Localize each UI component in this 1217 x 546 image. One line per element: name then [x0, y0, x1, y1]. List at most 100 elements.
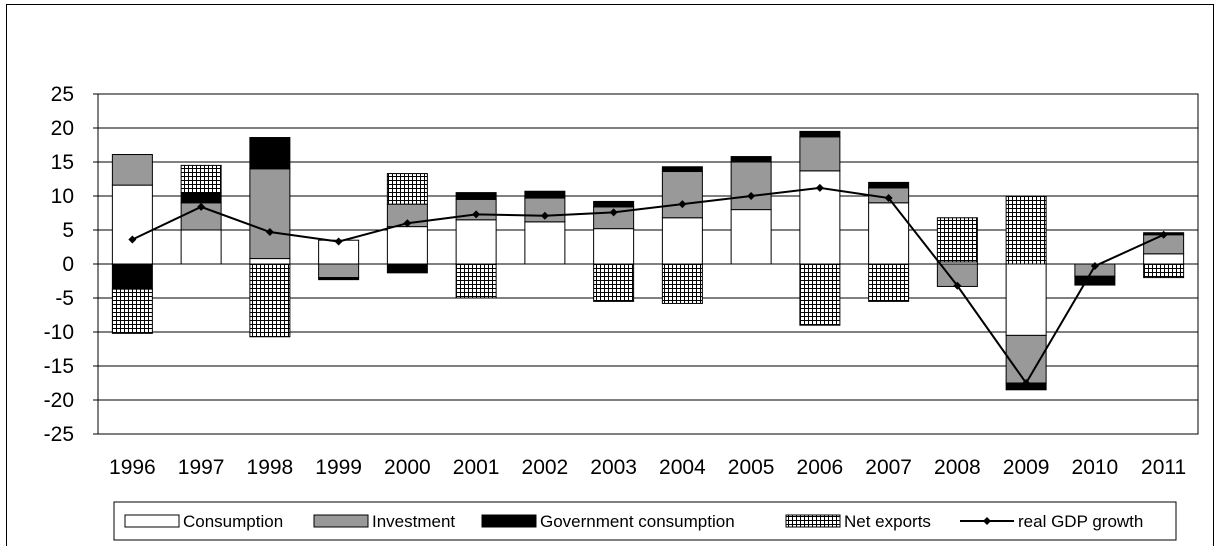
gdp-growth-point — [609, 208, 618, 217]
bar-government-consumption — [386, 263, 428, 274]
bar-government-consumption — [730, 156, 772, 163]
y-tick-label: 25 — [51, 83, 74, 106]
legend-swatch-government-consumption — [481, 514, 537, 528]
bar-government-consumption — [524, 190, 566, 199]
gdp-growth-point — [1159, 230, 1168, 239]
x-tick-label: 2002 — [522, 456, 569, 479]
bar-investment — [249, 168, 291, 260]
bar-government-consumption — [868, 181, 910, 189]
x-tick-label: 2000 — [384, 456, 431, 479]
axes: 25 20 15 10 5 0 -5 -10 -15 -20 -25 1996 1997 1998 1999… — [44, 83, 1199, 479]
bar-consumption — [1005, 263, 1047, 336]
bar-investment — [111, 154, 153, 186]
bar-government-consumption — [799, 130, 841, 138]
bar-consumption — [249, 258, 291, 265]
bar-government-consumption — [318, 277, 360, 281]
legend-label-investment: Investment — [372, 512, 455, 531]
bar-government-consumption — [593, 200, 635, 208]
legend-marker-real-gdp-growth — [983, 517, 991, 525]
bar-consumption — [455, 219, 497, 265]
bar-government-consumption — [111, 263, 153, 290]
legend-swatch-investment — [313, 514, 369, 528]
bar-government-consumption — [455, 192, 497, 200]
gdp-growth-line — [131, 186, 1165, 385]
bar-investment — [730, 161, 772, 211]
bar-net-exports — [661, 263, 703, 304]
bar-consumption — [386, 226, 428, 265]
bar-investment — [318, 263, 360, 279]
y-tick-label: 5 — [62, 219, 74, 242]
x-tick-label: 2010 — [1072, 456, 1119, 479]
y-tick-label: 20 — [51, 117, 74, 140]
bar-government-consumption — [661, 166, 703, 173]
gdp-growth-point — [540, 211, 549, 220]
y-tick-label: 15 — [51, 151, 74, 174]
legend-swatch-consumption — [124, 514, 180, 528]
x-tick-label: 1999 — [315, 456, 362, 479]
x-tick-label: 2008 — [934, 456, 981, 479]
bar-net-exports — [180, 164, 222, 194]
y-tick-label: -10 — [44, 321, 74, 344]
bar-government-consumption — [1074, 275, 1116, 286]
gdp-growth-point — [197, 202, 206, 211]
x-tick-label: 2007 — [865, 456, 912, 479]
bar-consumption — [1143, 253, 1185, 265]
y-tick-label: -20 — [44, 389, 74, 412]
legend: Consumption Investment Government consumpt… — [113, 501, 1177, 541]
bar-net-exports — [1005, 195, 1047, 265]
x-tick-label: 2006 — [797, 456, 844, 479]
gdp-growth-point — [128, 235, 137, 244]
gdp-line-layer — [128, 183, 1168, 387]
x-tick-label: 2011 — [1141, 456, 1186, 479]
gdp-growth-point — [678, 200, 687, 209]
x-tick-label: 1998 — [247, 456, 294, 479]
gdp-growth-point — [1090, 262, 1099, 271]
y-tick-label: 10 — [51, 185, 74, 208]
gdp-growth-point — [884, 194, 893, 203]
y-tick-label: -25 — [44, 423, 74, 446]
bar-consumption — [868, 202, 910, 265]
gdp-growth-point — [1022, 379, 1031, 387]
y-tick-label: -5 — [55, 287, 74, 310]
gdp-growth-point — [403, 219, 412, 228]
bar-net-exports — [868, 263, 910, 302]
gdp-growth-point — [953, 281, 962, 290]
bar-consumption — [524, 221, 566, 265]
legend-label-consumption: Consumption — [183, 512, 283, 531]
x-tick-label: 2004 — [659, 456, 706, 479]
x-tick-label: 1996 — [109, 456, 156, 479]
bar-layer — [111, 130, 1185, 391]
bar-consumption — [180, 229, 222, 265]
y-tick-label: 0 — [62, 253, 74, 276]
gdp-growth-point — [334, 237, 343, 246]
legend-label-real-gdp-growth: real GDP growth — [1018, 512, 1143, 531]
x-tick-label: 1997 — [178, 456, 225, 479]
x-tick-label: 2009 — [1003, 456, 1050, 479]
x-tick-label: 2003 — [590, 456, 637, 479]
x-tick-label: 2005 — [728, 456, 775, 479]
bar-net-exports — [455, 263, 497, 299]
gdp-growth-point — [747, 192, 756, 200]
bar-net-exports — [1143, 263, 1185, 279]
bar-consumption — [730, 209, 772, 265]
plot-area-border — [97, 93, 1199, 435]
y-tick-label: -15 — [44, 355, 74, 378]
bar-government-consumption — [249, 137, 291, 170]
bar-net-exports — [936, 217, 978, 263]
bar-net-exports — [111, 288, 153, 334]
bar-net-exports — [799, 263, 841, 326]
gdp-growth-point — [472, 210, 481, 219]
legend-label-government-consumption: Government consumption — [540, 512, 735, 531]
legend-label-net-exports: Net exports — [844, 512, 931, 531]
bar-consumption — [111, 184, 153, 265]
x-tick-label: 2001 — [453, 456, 500, 479]
legend-swatch-net-exports — [785, 514, 841, 528]
bar-net-exports — [386, 173, 428, 205]
bar-net-exports — [593, 263, 635, 302]
bar-net-exports — [249, 263, 291, 338]
bar-investment — [799, 136, 841, 172]
gdp-growth-point — [815, 183, 824, 192]
gdp-growth-point — [265, 228, 274, 237]
bar-consumption — [661, 217, 703, 265]
